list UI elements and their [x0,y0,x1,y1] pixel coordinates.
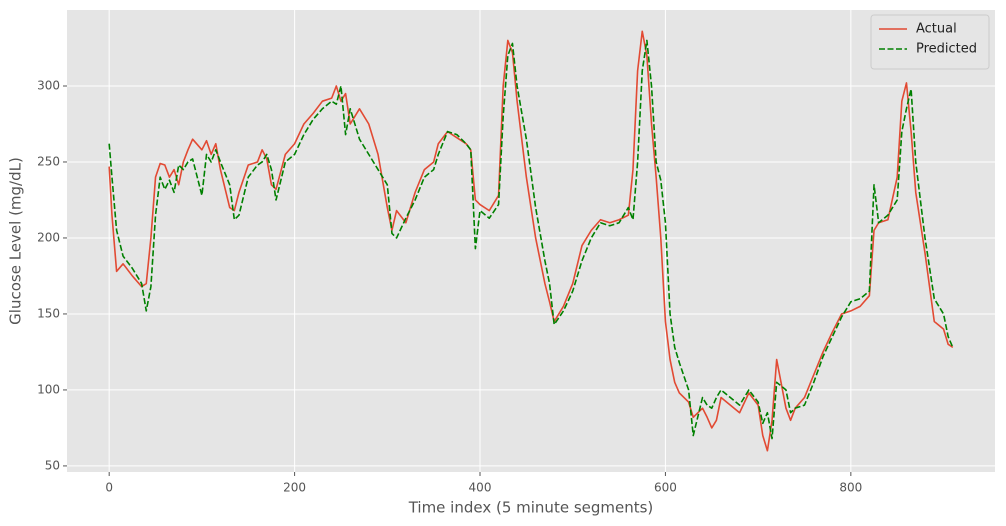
y-tick-label: 100 [37,382,60,396]
y-tick-label: 50 [45,458,60,472]
x-tick-label: 400 [469,481,492,495]
grid [67,10,995,472]
x-tick-label: 0 [105,481,113,495]
legend-label: Predicted [916,42,977,57]
x-axis-label: Time index (5 minute segments) [408,499,654,517]
x-tick-label: 800 [839,481,862,495]
x-tick-label: 600 [654,481,677,495]
y-tick-label: 200 [37,230,60,244]
series-line [108,39,954,440]
lines [108,30,954,452]
y-axis-label: Glucose Level (mg/dL) [7,157,25,325]
y-tick-label: 300 [37,78,60,92]
legend: Actual Predicted [870,14,990,70]
x-tick-label: 200 [283,481,306,495]
y-tick-label: 150 [37,306,60,320]
legend-label: Actual [916,22,957,37]
y-tick-label: 250 [37,154,60,168]
plot-area [67,10,995,472]
